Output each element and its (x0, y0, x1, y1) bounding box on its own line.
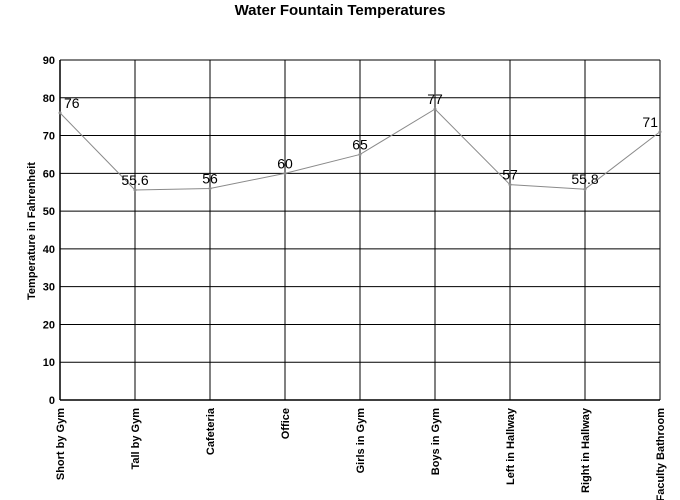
x-tick-label: Boys in Gym (430, 408, 442, 475)
y-tick-label: 50 (43, 206, 55, 218)
y-tick-label: 80 (43, 93, 55, 105)
data-label: 56 (202, 170, 218, 186)
data-label: 71 (642, 114, 658, 130)
y-tick-label: 60 (43, 168, 55, 180)
grid-layer (59, 59, 661, 401)
x-tick-label: Short by Gym (55, 408, 67, 480)
data-label: 60 (277, 155, 293, 171)
x-tick-label: Right in Hallway (580, 407, 592, 493)
data-point (283, 171, 287, 175)
series-layer (58, 107, 662, 192)
data-point (433, 107, 437, 111)
chart-title: Water Fountain Temperatures (235, 2, 446, 19)
x-tick-label: Faculty Bathroom (655, 408, 667, 500)
data-point (58, 111, 62, 115)
y-tick-label: 90 (43, 55, 55, 67)
y-tick-label: 30 (43, 282, 55, 294)
data-label: 55.6 (121, 172, 148, 188)
data-point (358, 152, 362, 156)
data-point (208, 186, 212, 190)
x-tick-label: Tall by Gym (130, 408, 142, 470)
y-tick-label: 20 (43, 319, 55, 331)
data-point (508, 183, 512, 187)
data-label: 55.8 (571, 171, 598, 187)
y-axis-label: Temperature in Fahrenheit (26, 162, 38, 300)
data-point (658, 130, 662, 134)
data-label: 57 (502, 167, 518, 183)
data-point (583, 187, 587, 191)
y-tick-label: 40 (43, 244, 55, 256)
x-tick-label: Cafeteria (205, 407, 217, 455)
data-label: 65 (352, 136, 368, 152)
data-label: 77 (427, 91, 443, 107)
y-tick-label: 10 (43, 357, 55, 369)
y-tick-label: 0 (49, 395, 55, 407)
data-point (133, 188, 137, 192)
x-tick-label: Left in Hallway (505, 407, 517, 485)
data-label: 76 (64, 95, 80, 111)
x-tick-label: Office (280, 408, 292, 439)
data-label-layer: 76 55.6 56 60 65 77 57 55.8 71 (64, 91, 658, 188)
y-tick-label: 70 (43, 131, 55, 143)
tick-layer: 0 10 20 30 40 50 60 70 80 90 Short by Gym Tall by G… (43, 55, 667, 500)
x-tick-label: Girls in Gym (355, 408, 367, 474)
